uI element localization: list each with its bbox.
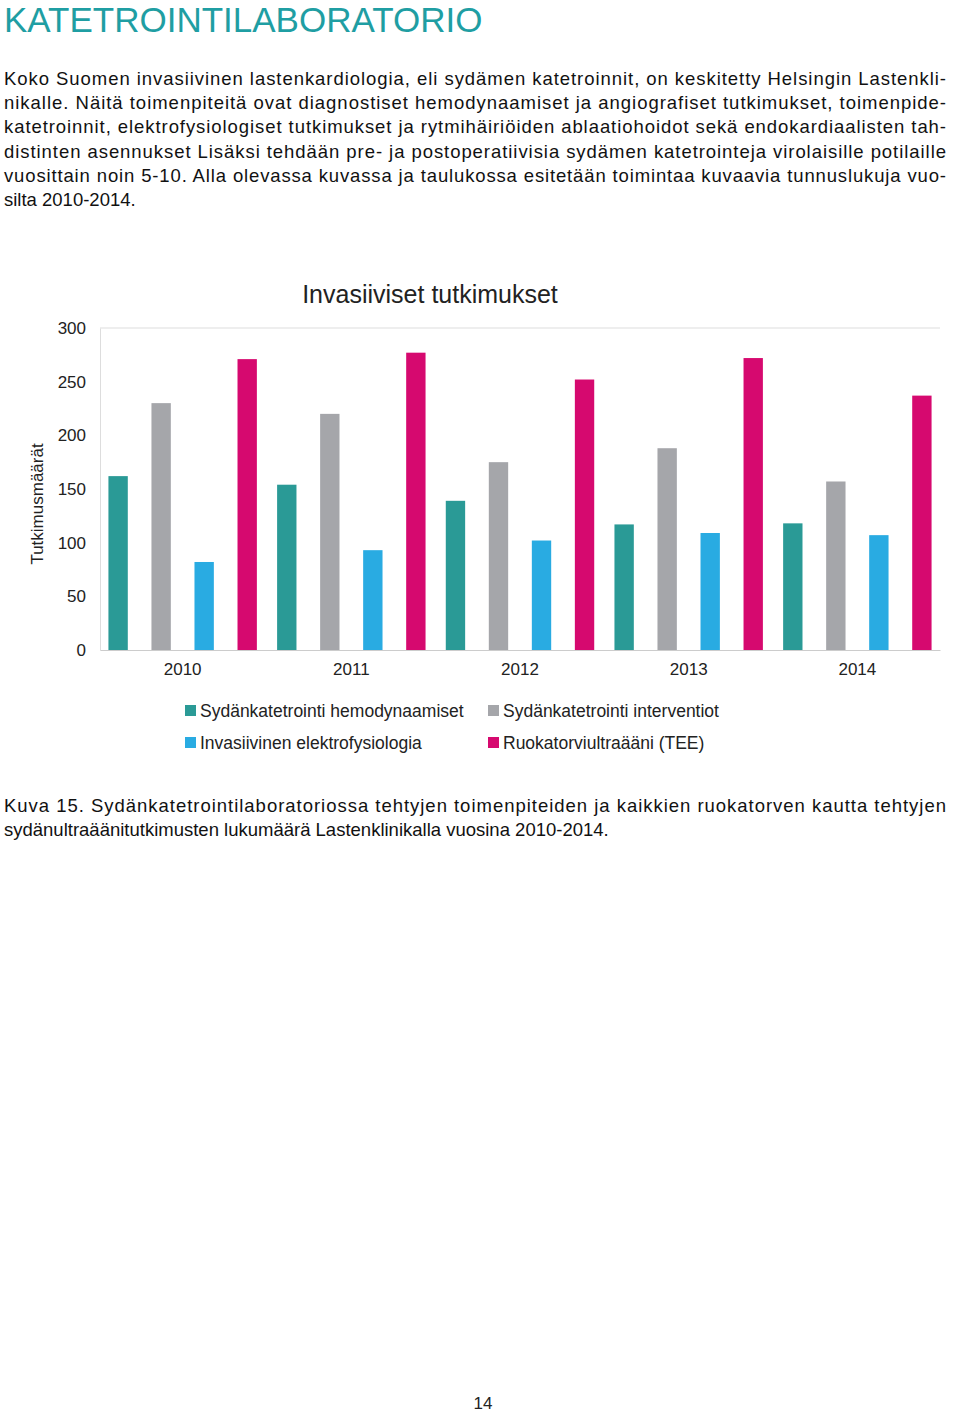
chart-title: Invasiiviset tutkimukset (302, 280, 558, 308)
y-tick-label: 150 (58, 480, 86, 499)
y-axis: 0 50 100 150 200 250 300 (58, 319, 101, 660)
bar (701, 533, 720, 650)
x-tick-label: 2014 (838, 660, 876, 679)
y-axis-line (100, 329, 101, 651)
legend-label: Sydänkatetrointi hemodynaamiset (200, 701, 464, 721)
bar (912, 396, 931, 650)
bar (277, 485, 296, 650)
bar (194, 562, 213, 650)
x-axis-line (101, 650, 941, 651)
grid-line (100, 328, 940, 329)
bar (614, 524, 633, 650)
legend-label: Ruokatorviultraääni (TEE) (503, 733, 704, 753)
y-tick: 50 (67, 587, 100, 606)
y-tick: 0 (77, 641, 100, 660)
y-tick: 200 (58, 426, 100, 445)
x-tick: 2011 (333, 650, 370, 679)
legend-swatch (185, 737, 196, 748)
bar (108, 476, 127, 650)
paragraph-line: nikalle. Näitä toimenpiteitä ovat diagno… (4, 92, 946, 113)
y-tick: 250 (58, 373, 100, 392)
y-tick-label: 100 (58, 534, 86, 553)
y-tick: 300 (58, 319, 100, 338)
bar (783, 523, 802, 650)
y-tick: 150 (58, 480, 100, 499)
bar (406, 353, 425, 650)
bar-series (238, 353, 932, 650)
legend-swatch (488, 705, 499, 716)
x-tick-label: 2010 (164, 660, 202, 679)
x-tick: 2013 (670, 650, 708, 679)
page-number: 14 (474, 1394, 493, 1410)
legend-item: Invasiivinen elektrofysiologia (185, 733, 422, 753)
bar (744, 358, 763, 650)
bar (363, 550, 382, 650)
bar (489, 462, 508, 650)
caption-line: sydänultraäänitutkimusten lukumäärä Last… (4, 819, 609, 840)
y-axis-title: Tutkimusmäärät (28, 443, 47, 565)
bar (657, 448, 676, 650)
x-tick: 2012 (501, 650, 539, 679)
bar (446, 501, 465, 650)
legend-label: Sydänkatetrointi interventiot (503, 701, 719, 721)
x-tick-label: 2012 (501, 660, 539, 679)
x-tick-label: 2011 (333, 660, 370, 679)
legend-item: Sydänkatetrointi interventiot (488, 701, 719, 721)
page: KATETROINTILABORATORIO Koko Suomen invasi… (0, 0, 960, 1410)
paragraph-line: silta 2010-2014. (4, 189, 136, 210)
bar (826, 481, 845, 650)
y-tick-label: 250 (58, 373, 86, 392)
bars (108, 353, 931, 650)
caption-line: Kuva 15. Sydänkatetrointilaboratoriossa … (4, 795, 946, 816)
bar (151, 403, 170, 650)
legend-label: Invasiivinen elektrofysiologia (200, 733, 422, 753)
bar-series (194, 533, 888, 650)
x-tick: 2010 (164, 650, 202, 679)
paragraph-line: distinten asennukset Lisäksi tehdään pre… (4, 141, 946, 162)
x-axis: 2010 2011 2012 2013 2014 (101, 650, 941, 679)
x-tick: 2014 (838, 650, 876, 679)
paragraph-line: katetroinnit, elektrofysiologiset tutkim… (4, 116, 946, 137)
y-tick: 100 (58, 534, 100, 553)
x-tick-label: 2013 (670, 660, 708, 679)
y-tick-label: 300 (58, 319, 86, 338)
paragraph-line: Koko Suomen invasiivinen lastenkardiolog… (4, 68, 946, 89)
bar (532, 541, 551, 650)
y-tick-label: 0 (77, 641, 86, 660)
heading: KATETROINTILABORATORIO (4, 0, 482, 39)
legend-item: Sydänkatetrointi hemodynaamiset (185, 701, 464, 721)
paragraph-line: vuosittain noin 5-10. Alla olevassa kuva… (4, 165, 946, 186)
bar (320, 414, 339, 650)
bar (238, 359, 257, 650)
legend-swatch (488, 737, 499, 748)
y-tick-label: 50 (67, 587, 86, 606)
bar (575, 380, 594, 650)
legend: Sydänkatetrointi hemodynaamiset Sydänkate… (185, 701, 719, 753)
legend-swatch (185, 705, 196, 716)
bar-series (108, 476, 802, 650)
y-tick-label: 200 (58, 426, 86, 445)
legend-item: Ruokatorviultraääni (TEE) (488, 733, 704, 753)
bar (869, 535, 888, 650)
